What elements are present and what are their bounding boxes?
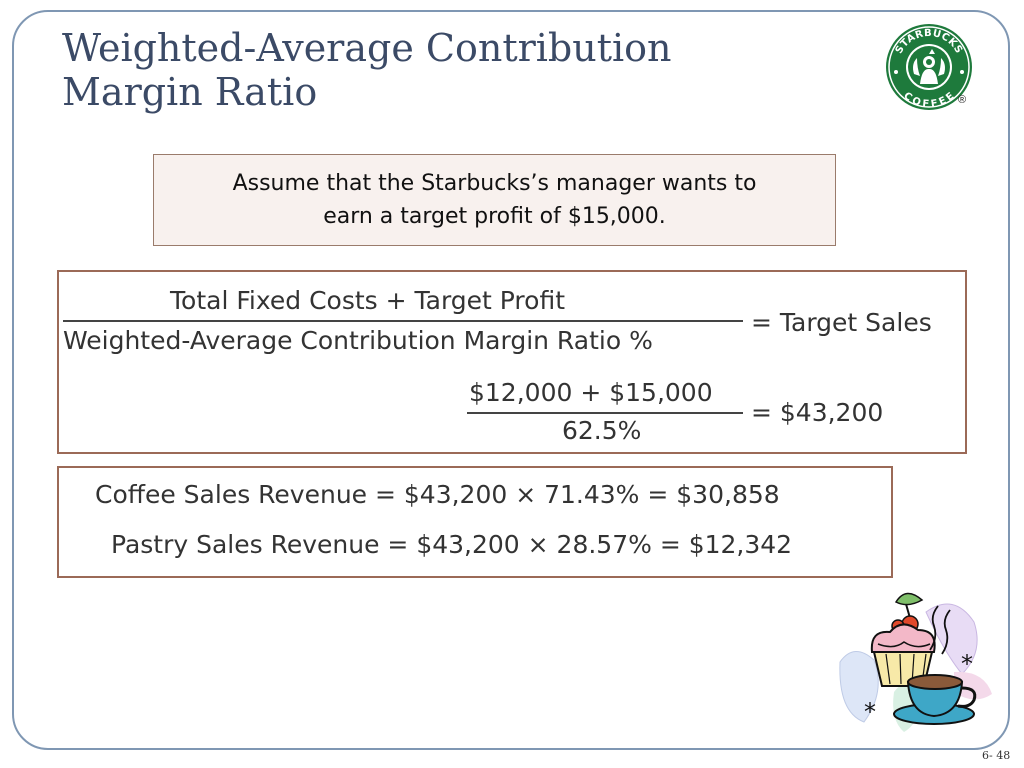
calc-denominator: 62.5% bbox=[562, 416, 642, 445]
page-number: 6- 48 bbox=[982, 749, 1011, 762]
formula-result-label: = Target Sales bbox=[751, 308, 932, 337]
title-line-2: Margin Ratio bbox=[62, 70, 318, 114]
target-sales-formula-box: Total Fixed Costs + Target Profit Weight… bbox=[57, 270, 967, 454]
formula-denominator: Weighted-Average Contribution Margin Rat… bbox=[63, 326, 653, 355]
calc-result: = $43,200 bbox=[751, 398, 884, 427]
calc-fraction-line bbox=[467, 412, 743, 414]
coffee-sales-revenue: Coffee Sales Revenue = $43,200 × 71.43% … bbox=[95, 480, 780, 509]
revenue-results-box: Coffee Sales Revenue = $43,200 × 71.43% … bbox=[57, 466, 893, 578]
assumption-box: Assume that the Starbucks’s manager want… bbox=[153, 154, 836, 246]
formula-numerator: Total Fixed Costs + Target Profit bbox=[170, 286, 566, 315]
slide-title: Weighted-Average Contribution Margin Rat… bbox=[62, 26, 762, 114]
clipart-star-left: * bbox=[864, 698, 876, 726]
cupcake-coffee-clipart-icon: * * bbox=[839, 592, 992, 732]
title-line-1: Weighted-Average Contribution bbox=[62, 26, 672, 70]
assumption-line-1: Assume that the Starbucks’s manager want… bbox=[232, 171, 757, 196]
formula-fraction-line bbox=[63, 320, 743, 322]
registered-mark: ® bbox=[958, 94, 967, 106]
calc-numerator: $12,000 + $15,000 bbox=[469, 378, 713, 407]
clipart-star-right: * bbox=[961, 650, 973, 678]
pastry-sales-revenue: Pastry Sales Revenue = $43,200 × 28.57% … bbox=[111, 530, 793, 559]
starbucks-logo-icon: STARBUCKS COFFEE bbox=[886, 24, 972, 110]
assumption-line-2: earn a target profit of $15,000. bbox=[323, 204, 666, 229]
